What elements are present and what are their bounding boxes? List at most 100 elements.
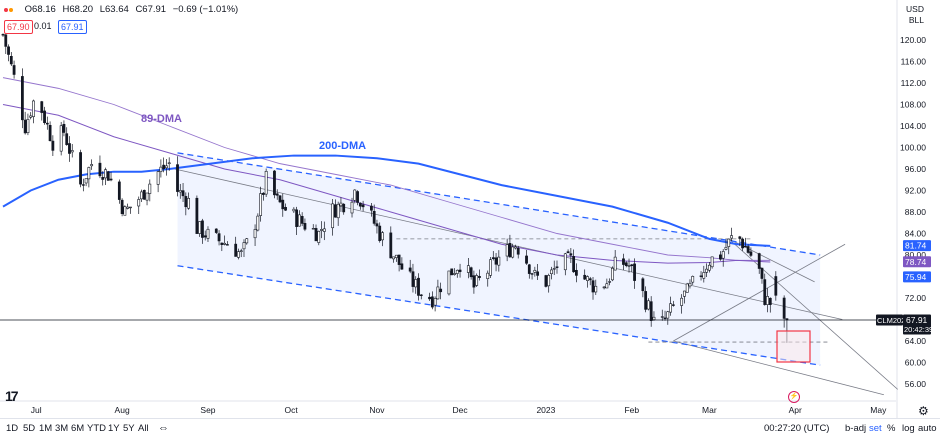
candle-body xyxy=(187,198,190,209)
price-tag-label: 75.94 xyxy=(905,272,927,282)
channel-upper-line[interactable] xyxy=(177,152,821,256)
log-toggle[interactable]: log xyxy=(902,423,915,434)
percent-toggle[interactable]: % xyxy=(887,423,896,434)
bid-price-button[interactable]: 67.90 xyxy=(4,20,33,34)
timeframe-1m[interactable]: 1M xyxy=(39,423,53,434)
candle-body xyxy=(389,232,393,259)
candle-body xyxy=(370,205,373,211)
candle-body xyxy=(486,272,490,279)
x-tick-label: Aug xyxy=(115,405,130,415)
candle-body xyxy=(245,238,249,244)
timeframe-5y[interactable]: 5Y xyxy=(123,423,135,434)
candle-body xyxy=(159,166,163,173)
candle-body xyxy=(156,171,160,185)
currency-usd[interactable]: USD xyxy=(906,4,924,14)
symbol-logo-icon xyxy=(4,4,18,13)
candle-body xyxy=(760,267,764,279)
ma-thin-line[interactable] xyxy=(2,77,771,261)
currency-unit[interactable]: BLL xyxy=(908,15,924,25)
date-range-icon[interactable]: ⇔ xyxy=(158,422,169,434)
events-flash-icon[interactable]: ⚡ xyxy=(788,391,800,403)
candle-body xyxy=(408,267,412,272)
badj-toggle[interactable]: b-adj xyxy=(845,423,867,434)
timeframe-all[interactable]: All xyxy=(138,423,149,434)
highlight-box[interactable] xyxy=(776,330,811,363)
candle-body xyxy=(527,264,531,274)
candle-body xyxy=(622,258,625,265)
candle-body xyxy=(378,225,382,241)
ma89-line[interactable] xyxy=(2,104,771,264)
candle-body xyxy=(217,233,221,242)
candle-body xyxy=(178,190,182,193)
candle-body xyxy=(730,235,733,239)
candle-body xyxy=(331,203,335,229)
y-tick-label: 104.00 xyxy=(900,121,926,131)
timeframe-1y[interactable]: 1Y xyxy=(108,423,120,434)
candle-body xyxy=(702,272,706,279)
candle-body xyxy=(544,275,548,287)
candle-body xyxy=(766,296,769,305)
candle-body xyxy=(253,229,257,239)
currency-selector[interactable]: USD BLL xyxy=(906,4,924,26)
timeframe-ytd[interactable]: YTD xyxy=(87,423,106,434)
candle-body xyxy=(439,288,443,293)
candle-body xyxy=(511,246,515,258)
candle-body xyxy=(264,171,268,195)
trendline[interactable] xyxy=(728,238,898,390)
price-tag-label: 78.74 xyxy=(905,257,927,267)
price-tag-label: 81.74 xyxy=(905,241,927,251)
trendline[interactable] xyxy=(673,243,846,342)
candle-body xyxy=(137,199,141,207)
candle-body xyxy=(165,165,168,169)
candle-body xyxy=(358,202,362,207)
candle-body xyxy=(699,275,703,277)
trendline[interactable] xyxy=(673,340,884,396)
set-toggle[interactable]: set xyxy=(869,423,882,434)
y-tick-label: 108.00 xyxy=(900,100,926,110)
candle-body xyxy=(466,265,470,273)
clock-readout: 00:27:20 (UTC) xyxy=(764,423,830,434)
price-tag-bg xyxy=(903,240,931,252)
candle-body xyxy=(550,269,553,275)
candle-body xyxy=(242,242,246,250)
candle-body xyxy=(489,259,492,276)
candle-body xyxy=(458,269,462,272)
ma200-line[interactable] xyxy=(2,154,771,247)
channel-lower-line[interactable] xyxy=(177,265,821,366)
ask-price-button[interactable]: 67.91 xyxy=(58,20,87,34)
candle-body xyxy=(167,162,171,165)
candle-body xyxy=(763,279,767,305)
candle-body xyxy=(552,268,556,270)
auto-toggle[interactable]: auto xyxy=(918,423,937,434)
legend-close: C67.91 xyxy=(135,4,167,15)
candle-body xyxy=(106,171,110,181)
candle-body xyxy=(300,216,304,224)
timeframe-1d[interactable]: 1D xyxy=(6,423,19,434)
candle-body xyxy=(70,150,74,153)
timeframe-6m[interactable]: 6M xyxy=(71,423,85,434)
candle-body xyxy=(26,119,30,134)
x-tick-label: Jul xyxy=(31,405,42,415)
candle-body xyxy=(555,266,559,268)
candle-body xyxy=(633,263,636,281)
candle-body xyxy=(569,253,573,256)
gear-icon[interactable]: ⚙ xyxy=(918,404,929,418)
timeframe-3m[interactable]: 3M xyxy=(55,423,69,434)
candle-body xyxy=(586,276,589,281)
candle-body xyxy=(641,278,645,292)
candle-body xyxy=(428,296,431,300)
candle-body xyxy=(430,296,434,308)
candle-body xyxy=(239,250,243,252)
timeframe-5d[interactable]: 5D xyxy=(23,423,36,434)
candle-body xyxy=(322,228,326,232)
candle-body xyxy=(142,189,146,200)
candle-body xyxy=(605,283,609,289)
candle-body xyxy=(68,143,71,154)
candle-body xyxy=(48,125,52,142)
y-tick-label: 92.00 xyxy=(905,186,927,196)
candle-body xyxy=(782,297,786,319)
candle-body xyxy=(261,192,265,195)
candle-body xyxy=(414,279,418,288)
candle-body xyxy=(381,232,384,241)
